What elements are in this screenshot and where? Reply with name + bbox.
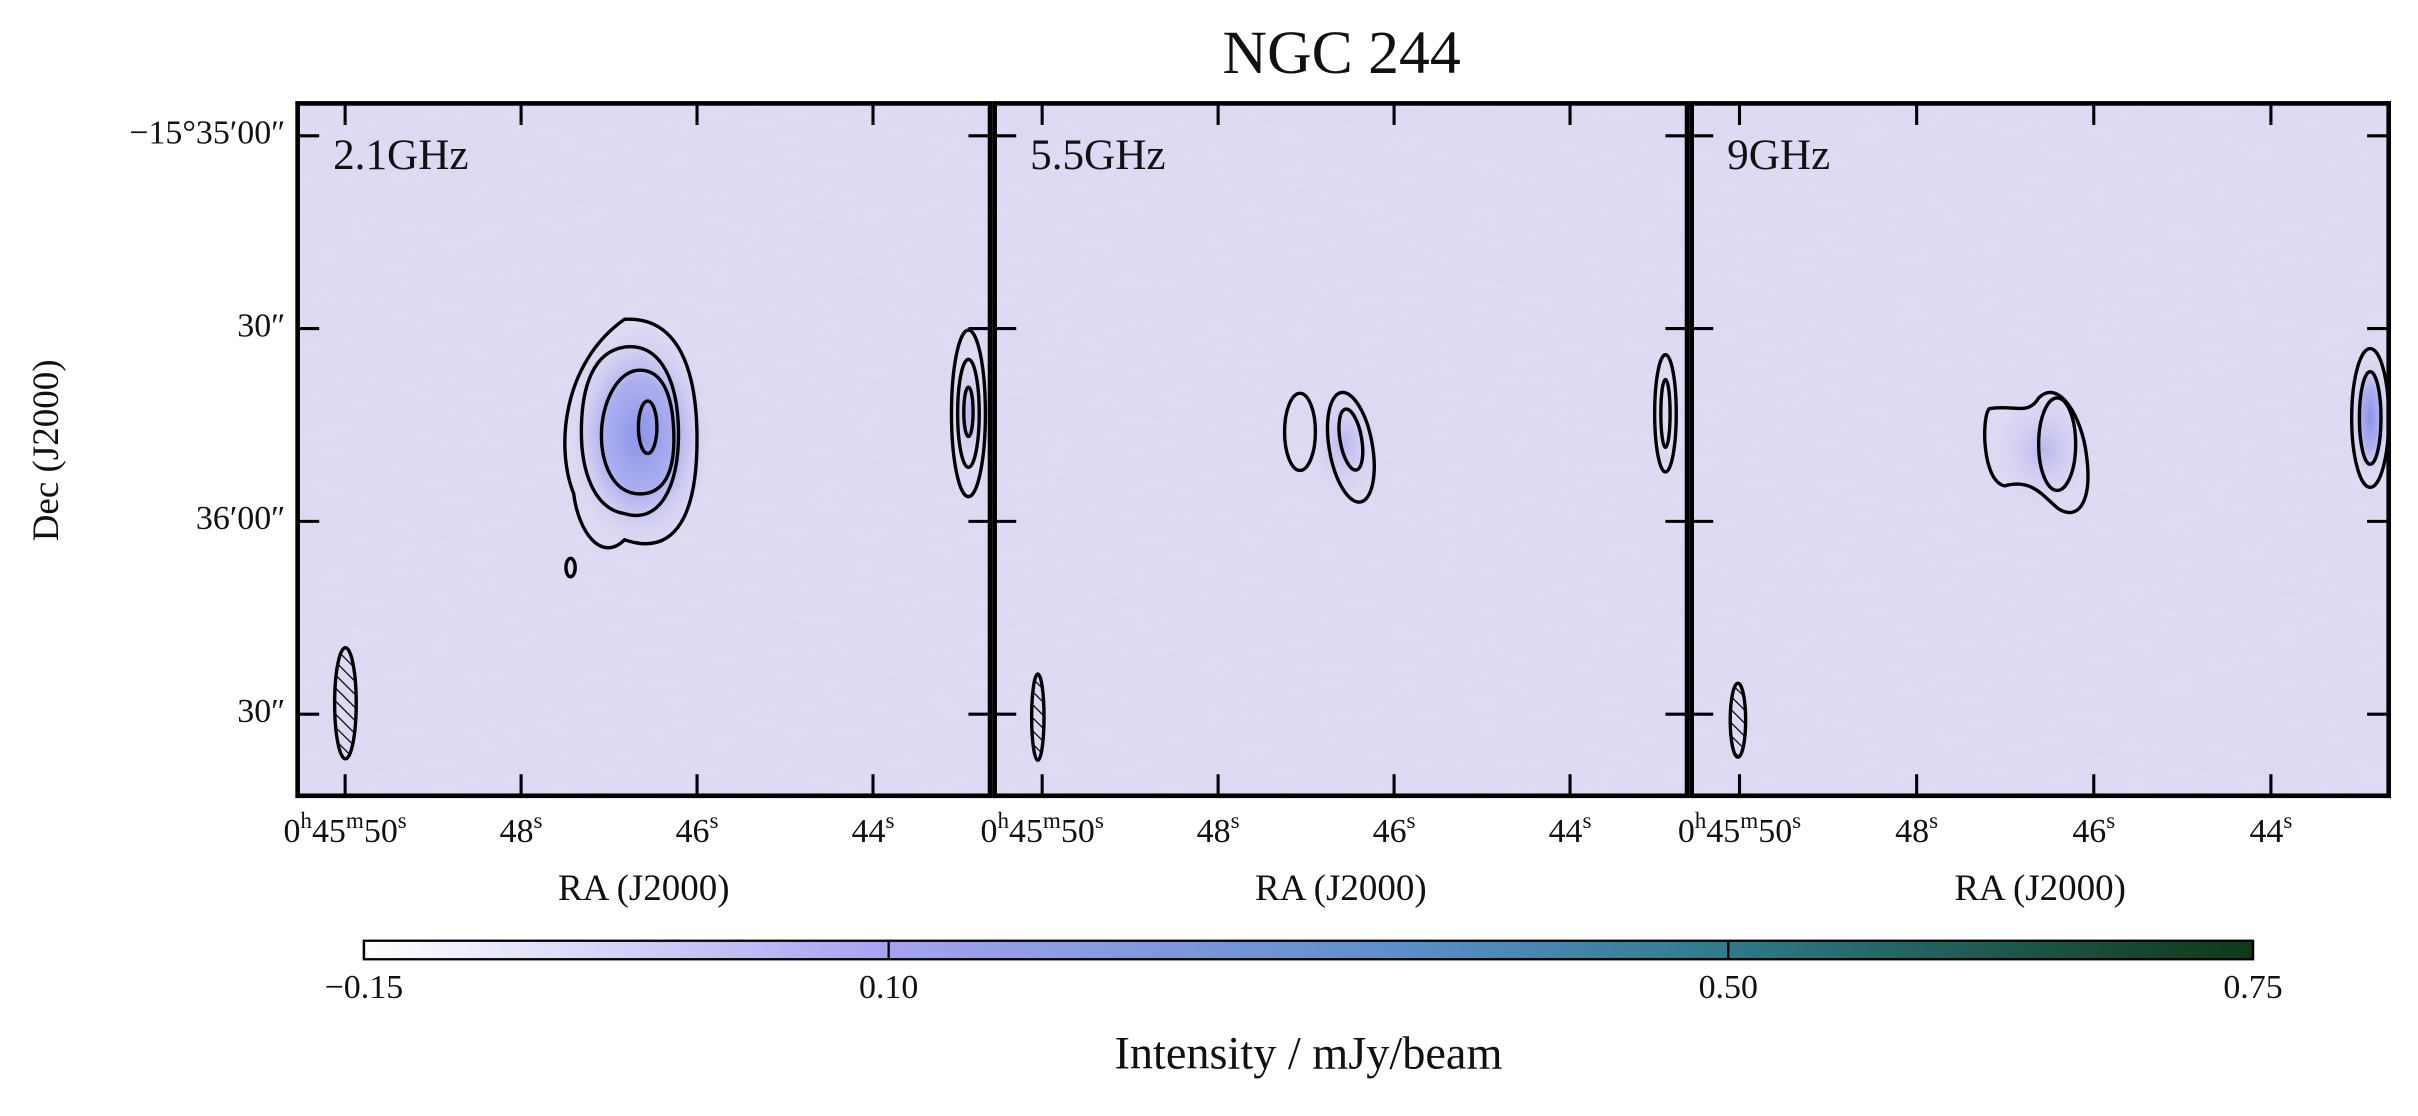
panel-label: 9GHz <box>1727 132 1830 179</box>
panel-label: 2.1GHz <box>333 132 468 179</box>
x-tick-label-part: 48 <box>1895 813 1929 850</box>
x-tick-label: 44s <box>2249 808 2292 850</box>
x-tick-label-part: h <box>997 808 1009 834</box>
x-tick-label: 44s <box>852 808 895 850</box>
x-tick-label: 48s <box>1895 808 1938 850</box>
x-tick-label-part: 46 <box>2072 813 2106 850</box>
x-tick-label-part: s <box>1792 808 1801 834</box>
x-tick-label-part: 0 <box>980 813 997 850</box>
x-tick-label: 46s <box>2072 808 2115 850</box>
y-tick-label: 30″ <box>237 693 285 730</box>
y-tick-label: 36′00″ <box>196 500 285 537</box>
x-tick-label-part: 48 <box>1197 813 1231 850</box>
panel-frame <box>992 101 1690 799</box>
x-tick-label-part: s <box>398 808 407 834</box>
x-tick-label-part: s <box>1407 808 1416 834</box>
colorbar-label: Intensity / mJy/beam <box>1114 1029 1502 1080</box>
panel-image <box>1691 103 2389 796</box>
x-tick-label: 0h45m50s <box>283 808 406 850</box>
x-tick-label-part: 48 <box>500 813 534 850</box>
x-tick-label-part: s <box>534 808 543 834</box>
x-tick-label-part: 44 <box>2249 813 2283 850</box>
x-tick-label-part: 0 <box>283 813 300 850</box>
panel-frame <box>295 101 993 799</box>
panel-image <box>297 103 991 796</box>
x-tick-label: 46s <box>1373 808 1416 850</box>
x-axis-label: RA (J2000) <box>1954 868 2126 909</box>
x-tick-label-part: 0 <box>1678 813 1695 850</box>
y-tick-label: −15°35′00″ <box>129 115 285 152</box>
panel-image <box>994 103 1688 796</box>
x-axis-label: RA (J2000) <box>558 868 730 909</box>
x-axis-label: RA (J2000) <box>1255 868 1427 909</box>
x-tick-label-part: 50 <box>364 813 398 850</box>
x-tick-label-part: m <box>346 808 364 834</box>
x-tick-label-part: s <box>2106 808 2115 834</box>
x-tick-label-part: h <box>300 808 312 834</box>
x-tick-label-part: s <box>1929 808 1938 834</box>
x-tick-label-part: s <box>710 808 719 834</box>
x-tick-label: 0h45m50s <box>1678 808 1801 850</box>
x-tick-label-part: h <box>1695 808 1707 834</box>
x-tick-label-part: 50 <box>1061 813 1095 850</box>
x-tick-label-part: 45 <box>1706 813 1740 850</box>
x-tick-label-part: 46 <box>676 813 710 850</box>
panel-frame <box>1689 101 2392 799</box>
colorbar-tick-label: −0.15 <box>325 969 403 1006</box>
x-tick-label: 44s <box>1549 808 1592 850</box>
colorbar-tick-label: 0.10 <box>859 969 918 1006</box>
title: NGC 244 <box>1223 19 1461 87</box>
x-tick-label: 48s <box>500 808 543 850</box>
colorbar <box>362 939 2255 961</box>
x-tick-label-part: s <box>2283 808 2292 834</box>
x-tick-label-part: s <box>1231 808 1240 834</box>
x-tick-label-part: 46 <box>1373 813 1407 850</box>
x-tick-label-part: 44 <box>1549 813 1583 850</box>
colorbar-tick-label: 0.75 <box>2223 969 2282 1006</box>
y-axis-label: Dec (J2000) <box>26 359 67 541</box>
x-tick-label-part: s <box>885 808 894 834</box>
x-tick-label-part: m <box>1043 808 1061 834</box>
x-tick-label-part: 44 <box>852 813 886 850</box>
x-tick-label-part: 50 <box>1758 813 1792 850</box>
x-tick-label-part: m <box>1740 808 1758 834</box>
y-tick-label: 30″ <box>237 307 285 344</box>
panel-label: 5.5GHz <box>1030 132 1165 179</box>
x-tick-label-part: s <box>1582 808 1591 834</box>
x-tick-label-part: 45 <box>312 813 346 850</box>
x-tick-label-part: 45 <box>1009 813 1043 850</box>
x-tick-label: 48s <box>1197 808 1240 850</box>
x-tick-label-part: s <box>1095 808 1104 834</box>
x-tick-label: 46s <box>676 808 719 850</box>
colorbar-tick-label: 0.50 <box>1699 969 1758 1006</box>
x-tick-label: 0h45m50s <box>980 808 1103 850</box>
